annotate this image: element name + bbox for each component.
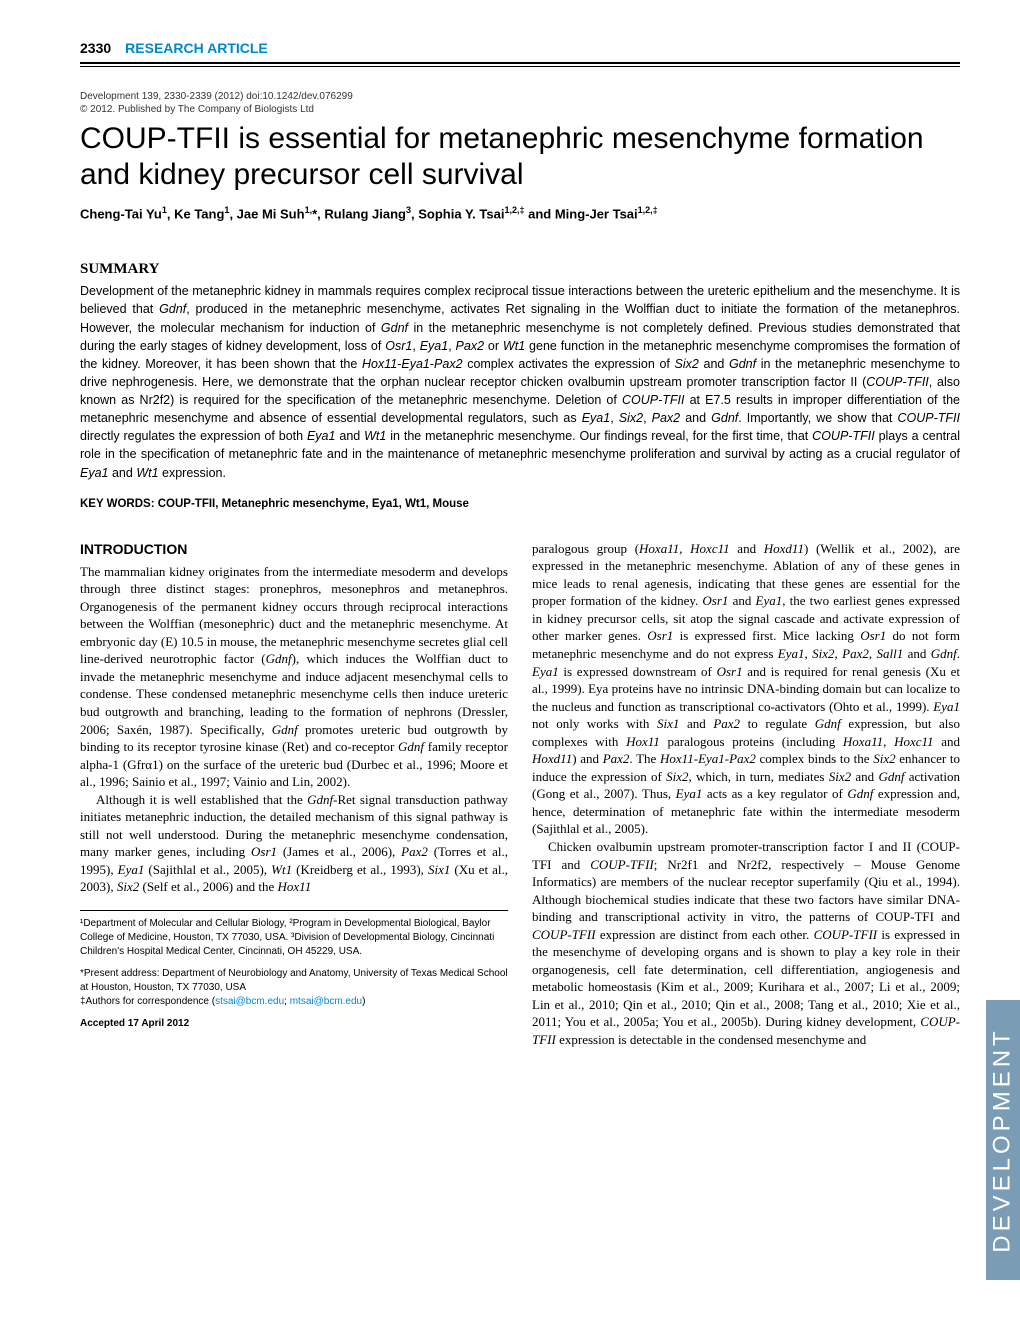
accepted-date: Accepted 17 April 2012 — [80, 1017, 508, 1031]
keywords: KEY WORDS: COUP-TFII, Metanephric mesenc… — [80, 498, 960, 510]
page-content: 2330 RESEARCH ARTICLE Development 139, 2… — [80, 0, 1020, 1049]
intro-para-4: Chicken ovalbumin upstream promoter-tran… — [532, 838, 960, 1049]
citation-line-1: Development 139, 2330-2339 (2012) doi:10… — [80, 91, 960, 102]
intro-para-1: The mammalian kidney originates from the… — [80, 563, 508, 791]
summary-text: Development of the metanephric kidney in… — [80, 282, 960, 481]
present-address: *Present address: Department of Neurobio… — [80, 967, 508, 1009]
journal-side-tab: DEVELOPMENT — [986, 1000, 1020, 1280]
affiliations: ¹Department of Molecular and Cellular Bi… — [80, 917, 508, 959]
footnotes: ¹Department of Molecular and Cellular Bi… — [80, 910, 508, 1031]
email-2[interactable]: mtsai@bcm.edu — [290, 996, 362, 1007]
page-number: 2330 — [80, 40, 111, 56]
article-title: COUP-TFII is essential for metanephric m… — [80, 121, 960, 193]
body-columns: INTRODUCTION The mammalian kidney origin… — [80, 540, 960, 1049]
right-column: paralogous group (Hoxa11, Hoxc11 and Hox… — [532, 540, 960, 1049]
email-1[interactable]: stsai@bcm.edu — [215, 996, 284, 1007]
side-tab-text: DEVELOPMENT — [989, 1027, 1017, 1252]
authors: Cheng-Tai Yu1, Ke Tang1, Jae Mi Suh1,*, … — [80, 205, 960, 221]
section-label: RESEARCH ARTICLE — [125, 40, 268, 56]
citation-line-2: © 2012. Published by The Company of Biol… — [80, 104, 960, 115]
header-rule-thin — [80, 66, 960, 67]
left-column: INTRODUCTION The mammalian kidney origin… — [80, 540, 508, 1049]
intro-para-3: paralogous group (Hoxa11, Hoxc11 and Hox… — [532, 540, 960, 838]
intro-para-2: Although it is well established that the… — [80, 791, 508, 896]
introduction-heading: INTRODUCTION — [80, 540, 508, 559]
summary-heading: SUMMARY — [80, 261, 960, 278]
header-rule-thick: 2330 RESEARCH ARTICLE — [80, 40, 960, 64]
